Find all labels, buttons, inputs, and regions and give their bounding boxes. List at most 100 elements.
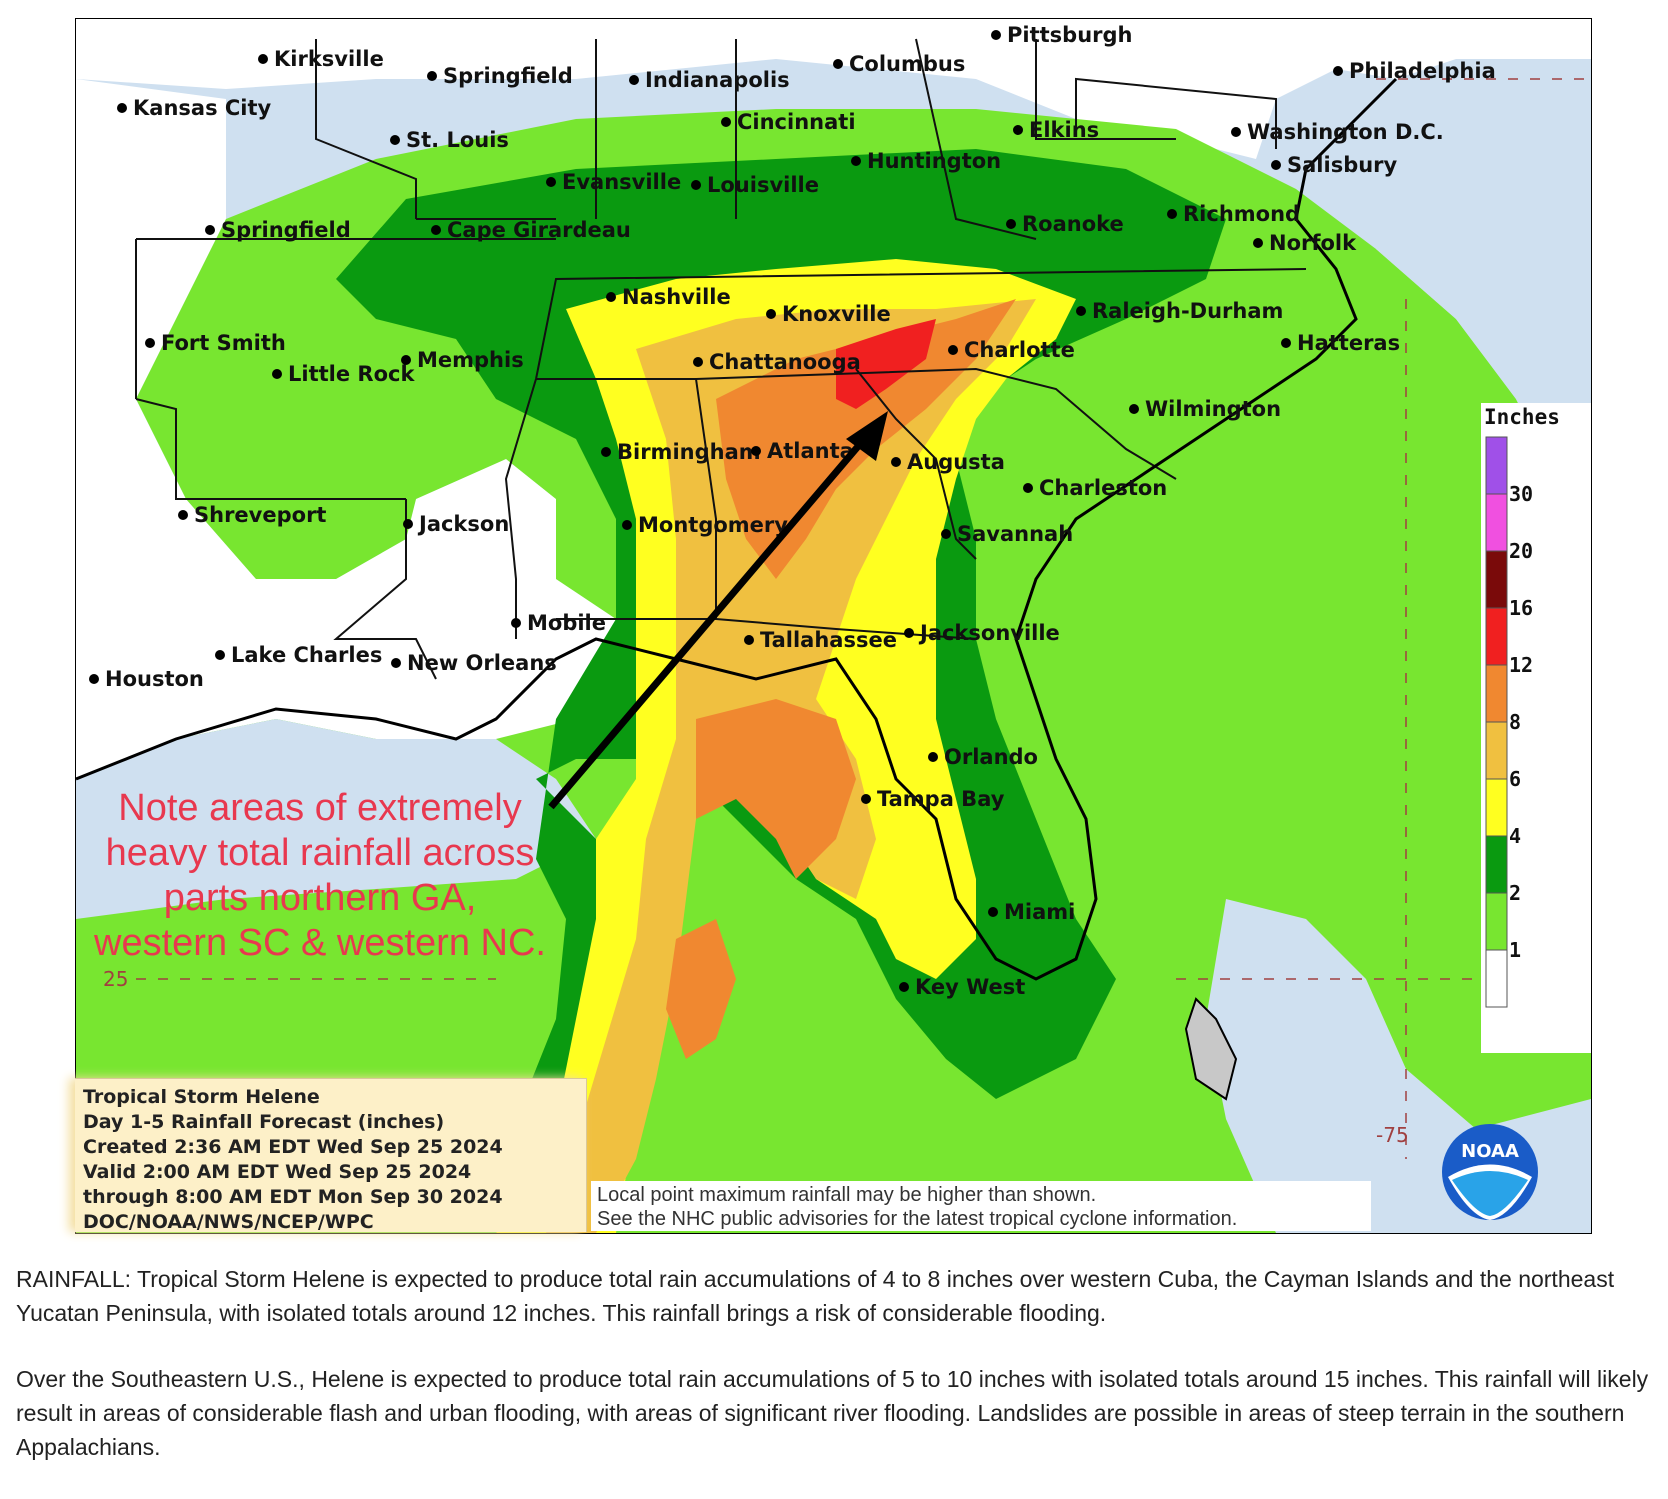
caption-paragraph: RAINFALL: Tropical Storm Helene is expec… (16, 1266, 1615, 1326)
city-marker: Huntington (851, 149, 1001, 173)
city-label: Fort Smith (161, 331, 286, 355)
city-marker: Miami (988, 900, 1075, 924)
city-dot (1129, 404, 1139, 414)
legend-swatch (1485, 607, 1508, 666)
legend-tick-label: 4 (1509, 824, 1521, 848)
city-label: Cincinnati (737, 110, 856, 134)
city-marker: Memphis (401, 348, 524, 372)
city-label: Nashville (622, 285, 731, 309)
city-label: Charleston (1039, 476, 1167, 500)
city-dot (431, 225, 441, 235)
city-dot (751, 446, 761, 456)
no-rain-west (76, 79, 636, 779)
city-label: Key West (915, 975, 1025, 999)
city-label: Hatteras (1297, 331, 1400, 355)
city-label: Miami (1004, 900, 1075, 924)
lat-label: 25 (103, 967, 128, 991)
city-dot (601, 447, 611, 457)
city-dot (215, 650, 225, 660)
city-dot (629, 75, 639, 85)
city-dot (1281, 338, 1291, 348)
disclaimer-box: Local point maximum rainfall may be high… (591, 1181, 1371, 1231)
city-dot (1006, 219, 1016, 229)
city-marker: Evansville (546, 170, 681, 194)
legend-swatch (1485, 550, 1508, 609)
city-dot (606, 292, 616, 302)
city-dot (1253, 238, 1263, 248)
city-dot (1076, 306, 1086, 316)
city-label: Cape Girardeau (447, 218, 631, 242)
city-dot (891, 457, 901, 467)
legend-tick-label: 20 (1509, 539, 1533, 563)
city-dot (948, 345, 958, 355)
city-label: Memphis (417, 348, 524, 372)
city-label: Louisville (707, 173, 819, 197)
city-dot (272, 369, 282, 379)
city-label: Tallahassee (760, 628, 897, 652)
city-dot (117, 103, 127, 113)
city-dot (89, 674, 99, 684)
city-marker: Hatteras (1281, 331, 1400, 355)
city-dot (178, 510, 188, 520)
city-label: Augusta (907, 450, 1005, 474)
city-dot (511, 618, 521, 628)
city-label: Indianapolis (645, 68, 790, 92)
legend: Inches 30 20 16 12 8 6 4 2 1 (1481, 403, 1591, 1053)
city-dot (744, 635, 754, 645)
city-dot (691, 180, 701, 190)
city-label: Kirksville (274, 47, 384, 71)
city-label: Salisbury (1287, 153, 1398, 177)
city-label: Norfolk (1269, 231, 1357, 255)
noaa-logo-icon: NOAA (1442, 1124, 1538, 1220)
map-canvas: 25 -75 Kirksville Springfield Indianapolis… (76, 19, 1591, 1233)
city-marker: Columbus (833, 52, 965, 76)
rain-band-12-16 (836, 319, 936, 409)
city-labels: Kirksville Springfield Indianapolis Columbu… (89, 23, 1496, 999)
city-marker: Montgomery (622, 513, 788, 537)
city-marker: Mobile (511, 611, 606, 635)
city-marker: Houston (89, 667, 204, 691)
city-marker: Roanoke (1006, 212, 1124, 236)
city-marker: Shreveport (178, 503, 326, 527)
city-dot (401, 355, 411, 365)
city-label: Mobile (527, 611, 606, 635)
city-marker: Philadelphia (1333, 59, 1496, 83)
legend-tick-label: 6 (1509, 767, 1521, 791)
legend-tick-label: 30 (1509, 482, 1533, 506)
city-label: Shreveport (194, 503, 326, 527)
city-dot (403, 519, 413, 529)
legend-swatch (1485, 436, 1508, 495)
city-label: Birmingham (617, 440, 761, 464)
lon-label: -75 (1376, 1123, 1409, 1147)
city-dot (258, 54, 268, 64)
city-label: Tampa Bay (877, 787, 1005, 811)
note-line: western SC & western NC. (94, 922, 546, 964)
city-dot (390, 135, 400, 145)
legend-swatch (1485, 721, 1508, 780)
state-borders (135, 38, 1307, 680)
city-marker: Key West (899, 975, 1025, 999)
city-label: Wilmington (1145, 397, 1281, 421)
note-line: Note areas of extremely (118, 787, 522, 829)
city-label: Kansas City (133, 96, 272, 120)
city-label: Orlando (944, 745, 1038, 769)
city-dot (622, 520, 632, 530)
ocean-gulf-west (76, 719, 596, 919)
rainfall-forecast-map: 25 -75 Kirksville Springfield Indianapolis… (75, 18, 1592, 1234)
city-marker: Wilmington (1129, 397, 1281, 421)
city-dot (546, 177, 556, 187)
city-dot (851, 156, 861, 166)
city-label: New Orleans (407, 651, 557, 675)
info-valid: Valid 2:00 AM EDT Wed Sep 25 2024 (83, 1161, 472, 1183)
city-dot (1013, 125, 1023, 135)
city-marker: Raleigh-Durham (1076, 299, 1283, 323)
city-marker: Orlando (928, 745, 1038, 769)
city-dot (861, 794, 871, 804)
legend-swatch (1485, 664, 1508, 723)
city-label: Pittsburgh (1007, 23, 1133, 47)
legend-swatch (1485, 892, 1508, 951)
city-marker: Elkins (1013, 118, 1099, 142)
city-dot (1231, 127, 1241, 137)
city-dot (391, 658, 401, 668)
city-marker: Nashville (606, 285, 731, 309)
